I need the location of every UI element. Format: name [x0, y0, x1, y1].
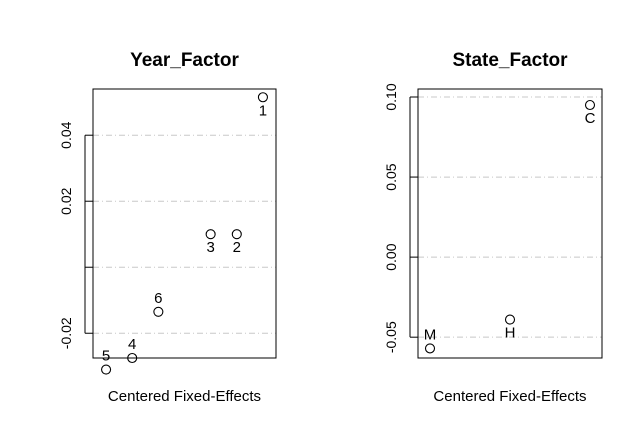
y-tick-label: 0.02 [58, 187, 74, 214]
point-label: 3 [206, 239, 214, 256]
y-tick-label: -0.05 [383, 321, 399, 353]
data-point [127, 352, 138, 364]
y-tick-label: 0.00 [383, 243, 399, 270]
point-label: 6 [154, 290, 162, 307]
point-label: H [505, 325, 516, 342]
state-factor-panel: -0.05 0.00 0.05 0.10 State_Factor Centered Fi… [383, 50, 603, 405]
point-label: 5 [102, 348, 110, 365]
data-point [424, 343, 436, 354]
data-point [231, 229, 242, 240]
point-label: M [424, 326, 437, 343]
point-label: 4 [128, 336, 136, 353]
point-label: 2 [233, 239, 241, 256]
data-point [257, 92, 268, 103]
chart-title: State_Factor [452, 50, 568, 71]
x-axis-label: Centered Fixed-Effects [108, 388, 261, 405]
x-axis-label: Centered Fixed-Effects [433, 388, 586, 405]
data-point [153, 306, 164, 317]
plot-frame [92, 88, 277, 359]
data-point [101, 364, 112, 375]
chart-title: Year_Factor [130, 50, 239, 71]
year-factor-panel: -0.02 0.02 0.04 Year_Factor Centered Fixed-E… [58, 50, 277, 405]
y-tick-label: 0.10 [383, 83, 399, 110]
plot-frame [417, 88, 603, 359]
point-label: C [585, 110, 596, 127]
y-tick-label: 0.05 [383, 163, 399, 190]
y-tick-label: 0.04 [58, 121, 74, 148]
data-point [584, 99, 596, 111]
data-point [504, 314, 516, 325]
data-point [205, 229, 216, 240]
y-tick-label: -0.02 [58, 317, 74, 349]
point-label: 1 [259, 102, 267, 119]
